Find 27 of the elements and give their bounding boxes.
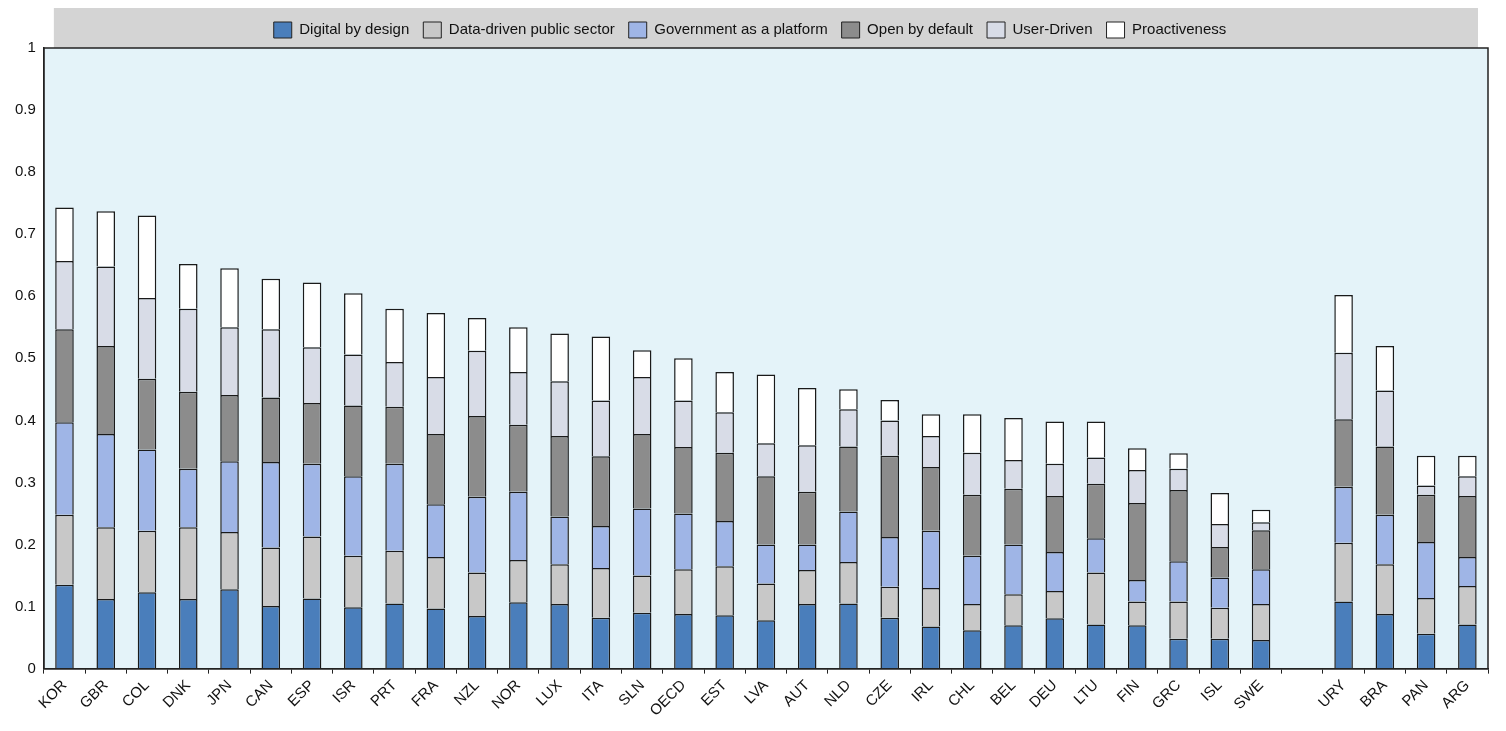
x-tick-label: ITA [578,676,606,704]
x-tick-label: LVA [740,676,771,707]
y-tick-label: 0.9 [14,100,36,118]
x-tick-label: BEL [986,676,1019,709]
x-tick-label: NZL [450,676,483,709]
x-tick-label: IRL [907,676,937,705]
legend-label: Digital by design [299,20,410,38]
y-tick-label: 0.3 [14,472,36,490]
y-tick-label: 1 [27,38,36,56]
y-tick-label: 0 [27,658,36,676]
x-tick-label: ISR [328,675,359,706]
y-tick-label: 0.7 [14,224,36,242]
y-tick-label: 0.2 [14,534,36,552]
legend-label: Proactiveness [1132,20,1227,38]
y-tick-label: 0.4 [14,410,36,428]
legend-label: Open by default [867,20,974,38]
x-tick-label: COL [118,676,153,710]
legend-label: User-Driven [1012,20,1093,38]
x-tick-label: CHL [944,676,978,710]
y-tick-label: 0.5 [14,348,36,366]
y-tick-label: 0.6 [14,286,36,304]
legend-label: Data-driven public sector [448,20,615,38]
x-tick-label: ISL [1196,676,1225,704]
y-tick-label: 0.1 [14,596,36,614]
legend-label: Government as a platform [654,20,828,38]
y-tick-label: 0.8 [14,162,36,180]
x-tick-label: FIN [1113,676,1143,706]
